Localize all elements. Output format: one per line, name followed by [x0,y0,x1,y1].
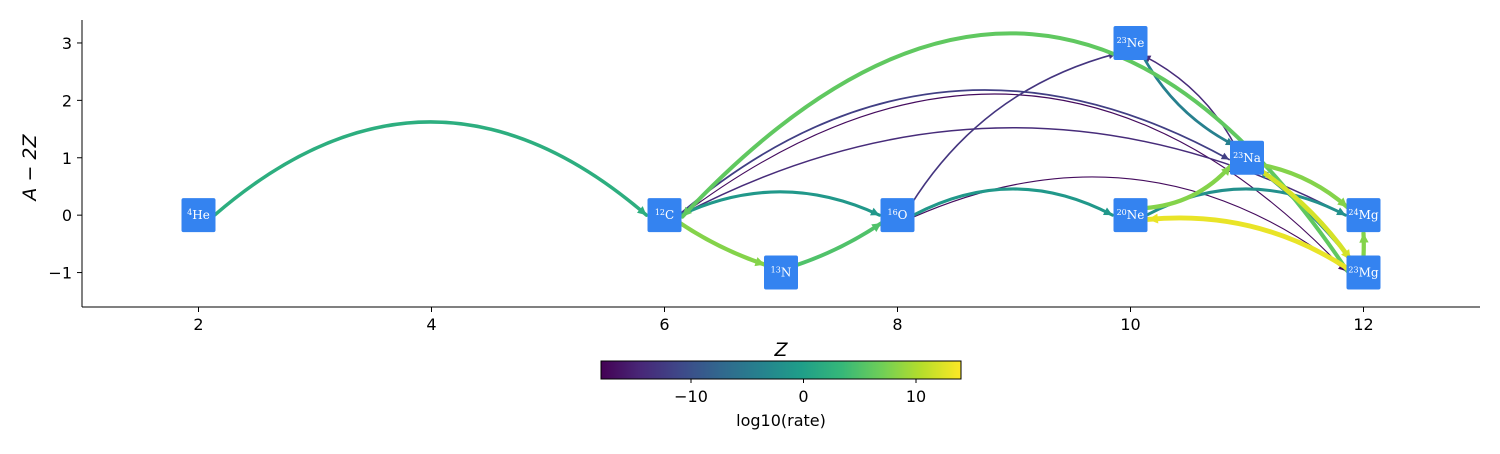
y-tick-label: 1 [62,149,72,168]
x-tick-label: 4 [426,315,436,334]
x-tick-label: 6 [659,315,669,334]
reaction-edge-ne20-na23 [1145,166,1231,208]
x-axis-label: Z [773,339,788,361]
y-tick-label: 0 [62,206,72,225]
edge-line [680,94,1345,271]
element-symbol: C [665,208,674,222]
reaction-edge-he4-c12 [215,122,647,215]
reaction-edge-ne23-na23 [1142,54,1234,145]
colorbar-gradient [601,361,961,379]
x-ticks: 2 4 6 8 10 12 [193,307,1373,334]
mass-number: 23 [1117,36,1127,45]
x-tick-label: 8 [892,315,902,334]
colorbar: −10 0 10 log10(rate) [601,361,961,430]
edges-layer [215,33,1369,271]
edge-line [910,54,1116,206]
mass-number: 24 [1348,208,1358,217]
y-tick-label: −1 [48,264,72,283]
y-tick-label: 3 [62,34,72,53]
nucleus-node-o16: 16O [881,198,915,232]
nucleus-node-na23: 23Na [1230,141,1264,175]
colorbar-label: log10(rate) [736,411,826,430]
element-symbol: N [781,266,792,280]
reaction-edge-mg23-mg24 [1359,233,1368,256]
reaction-edge-na23-ne23 [1143,56,1235,147]
nucleus-node-he4: 4He [182,198,216,232]
colorbar-tick-label: 0 [798,387,808,406]
nucleus-node-ne23: 23Ne [1114,26,1148,60]
mass-number: 20 [1117,208,1127,217]
mass-number: 13 [771,266,781,275]
element-symbol: Na [1243,151,1261,165]
reaction-edge-na23-mg24 [1261,165,1347,207]
nucleus-node-mg24: 24Mg [1347,198,1381,232]
y-ticks: −1 0 1 2 3 [48,34,82,283]
element-symbol: O [898,208,908,222]
x-tick-label: 10 [1120,315,1140,334]
nucleus-node-ne20: 20Ne [1114,198,1148,232]
colorbar-tick-label: 10 [906,387,926,406]
edge-line [1142,54,1234,145]
edge-line [215,122,647,215]
edge-line [795,223,881,265]
nucleus-node-c12: 12C [648,198,682,232]
element-symbol: Mg [1359,266,1379,280]
mass-number: 23 [1348,266,1358,275]
reaction-edge-n13-o16 [795,223,881,265]
mass-number: 23 [1233,151,1243,160]
edge-line [1261,165,1347,207]
mass-number: 12 [655,208,665,217]
element-symbol: He [192,208,210,222]
edge-line [1143,56,1235,147]
reaction-edge-c12-n13 [679,222,765,266]
y-tick-label: 2 [62,91,72,110]
x-tick-label: 2 [193,315,203,334]
reaction-edge-c12-na23 [680,90,1229,214]
edge-line [1145,166,1231,208]
nucleus-node-mg23: 23Mg [1347,256,1381,290]
reaction-edge-c12-mg23 [680,94,1345,271]
edge-line [680,90,1229,214]
colorbar-tick-label: −10 [674,387,708,406]
x-tick-label: 12 [1353,315,1373,334]
element-symbol: Mg [1359,208,1379,222]
element-symbol: Ne [1127,208,1145,222]
edge-line [914,189,1113,215]
edge-line [679,222,765,264]
edge-arrowhead [754,257,764,266]
y-axis-label: A − 2Z [19,133,41,202]
element-symbol: Ne [1127,36,1145,50]
edge-arrowhead [1359,233,1368,243]
reaction-edge-o16-ne23 [910,52,1116,206]
reaction-edge-o16-ne20 [914,189,1113,215]
colorbar-ticks: −10 0 10 [674,379,926,406]
mass-number: 16 [887,208,897,217]
nucleus-node-n13: 13N [764,256,798,290]
